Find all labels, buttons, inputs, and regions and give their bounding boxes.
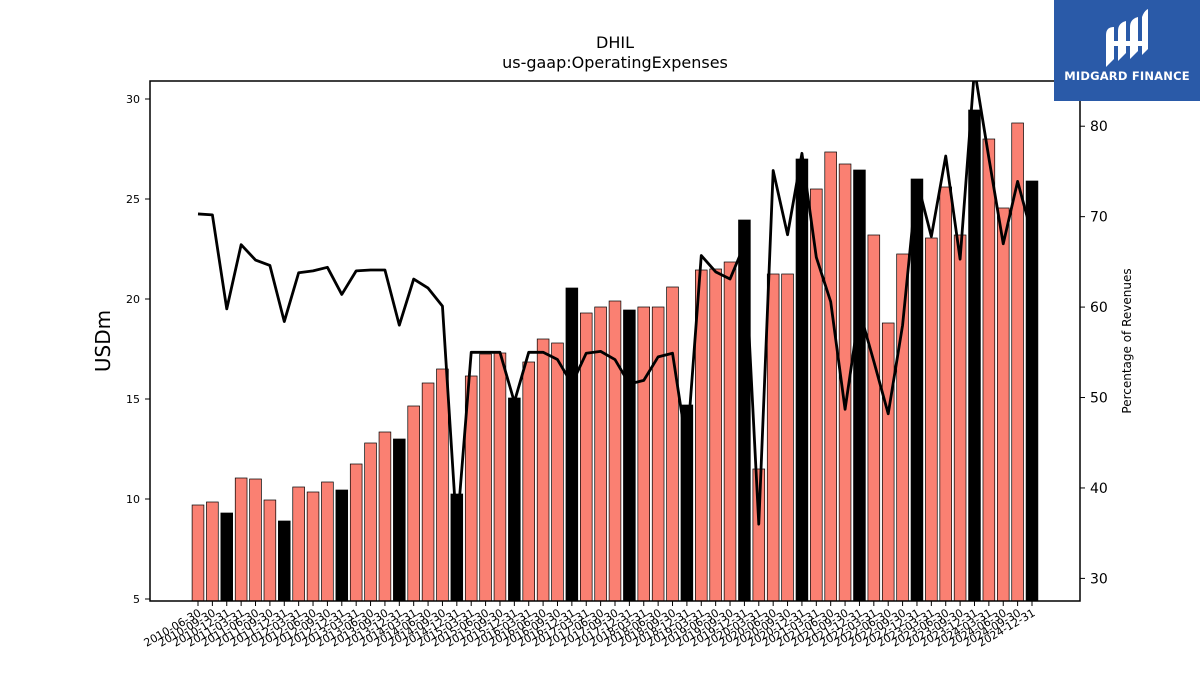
y-tick-label: 20 <box>126 293 140 306</box>
bar <box>982 138 996 602</box>
y-tick-label: 10 <box>126 493 140 506</box>
bar <box>206 501 219 602</box>
bar <box>551 342 564 602</box>
bar <box>723 261 737 602</box>
bar <box>479 353 492 602</box>
bar <box>292 486 305 602</box>
bar <box>407 405 420 602</box>
y-tick-label: 5 <box>133 593 140 606</box>
bar <box>651 306 665 602</box>
bar <box>536 338 550 602</box>
y2-tick-label: 60 <box>1090 300 1108 316</box>
y2-tick-label: 40 <box>1090 481 1108 497</box>
bar <box>623 309 636 602</box>
bar <box>824 151 837 602</box>
y2-tick-label: 50 <box>1090 391 1108 407</box>
bar <box>867 234 881 602</box>
y-axis-right: 30 40 50 60 70 80 <box>1080 119 1108 587</box>
bar <box>191 504 205 602</box>
bar <box>349 463 363 602</box>
y2-tick-label: 80 <box>1090 119 1108 135</box>
bar <box>968 109 981 602</box>
bar <box>263 499 277 602</box>
bar <box>522 361 535 602</box>
chart-title: DHIL <box>596 33 634 52</box>
bar <box>766 273 780 602</box>
bar <box>666 286 679 602</box>
bar <box>508 397 521 602</box>
y2-tick-label: 30 <box>1090 571 1108 587</box>
x-axis: 2010-06-302010-09-302010-12-312011-03-31… <box>142 601 1038 650</box>
bar <box>738 219 751 602</box>
bar <box>393 438 406 602</box>
bar <box>709 268 722 602</box>
y-tick-label: 15 <box>126 393 140 406</box>
bar <box>896 253 909 602</box>
y2-tick-label: 70 <box>1090 210 1108 226</box>
bar <box>752 468 766 602</box>
bar <box>939 186 952 602</box>
bar <box>364 442 377 602</box>
bar <box>781 273 794 602</box>
y-axis-label: USDm <box>91 310 115 372</box>
bar <box>910 178 924 602</box>
bar <box>637 306 650 602</box>
bar <box>335 489 349 602</box>
bar <box>953 234 967 602</box>
bar <box>608 300 622 602</box>
bar <box>421 382 435 602</box>
bar <box>306 491 320 602</box>
bar <box>1025 180 1039 602</box>
midgard-logo-icon <box>1106 9 1148 67</box>
line-series <box>197 81 1034 533</box>
logo-text: MIDGARD FINANCE <box>1064 69 1190 83</box>
chart-subtitle: us-gaap:OperatingExpenses <box>502 53 728 72</box>
bar <box>220 512 234 602</box>
y-axis-left: 5 10 15 20 25 30 <box>126 93 150 606</box>
y-tick-label: 30 <box>126 93 140 106</box>
bar <box>795 158 809 602</box>
bar <box>493 352 507 602</box>
y-tick-label: 25 <box>126 193 140 206</box>
revenue-percentage-line <box>197 81 1034 533</box>
midgard-finance-logo: MIDGARD FINANCE <box>1054 0 1200 101</box>
bar <box>853 169 866 602</box>
bar <box>436 368 449 602</box>
bar <box>996 207 1010 602</box>
bar <box>249 478 262 602</box>
bars <box>191 109 1039 602</box>
y2-axis-label: Percentage of Revenues <box>1120 268 1134 413</box>
bar <box>565 287 579 602</box>
bar <box>234 477 248 602</box>
bar <box>278 520 291 602</box>
bar <box>378 431 392 602</box>
bar <box>321 481 334 602</box>
bar <box>881 322 895 602</box>
bar <box>925 237 938 602</box>
